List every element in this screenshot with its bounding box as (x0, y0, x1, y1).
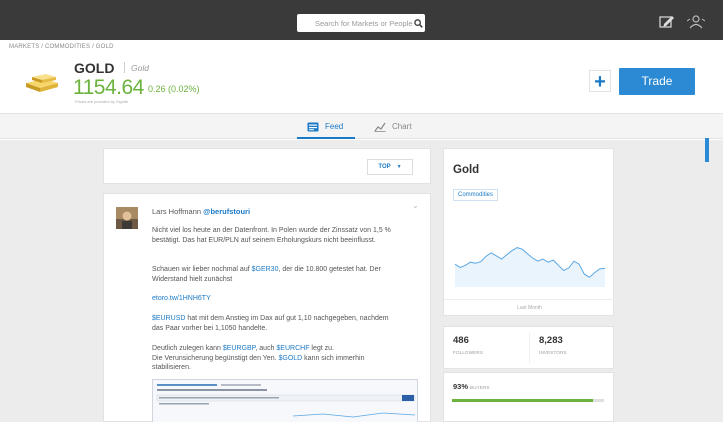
tab-chart-label: Chart (392, 122, 412, 131)
post-paragraph: Schauen wir lieber nochmal auf $GER30, d… (152, 266, 381, 283)
chart-period-label: Last Month (444, 299, 615, 311)
ticker-link[interactable]: $EURGBP (222, 345, 256, 352)
price-change: 0.26 (0.02%) (148, 84, 200, 94)
ticker-link[interactable]: $GOLD (278, 354, 303, 362)
search-placeholder: Search for Markets or People (315, 18, 413, 28)
sparkline-area (455, 247, 605, 287)
instrument-title[interactable]: Gold (453, 164, 480, 176)
post-paragraph: Deutlich zulegen kann $EURGBP, auch $EUR… (152, 345, 365, 371)
chevron-down-icon[interactable]: ⌄ (412, 201, 419, 210)
ticker-link[interactable]: $EURUSD (152, 315, 186, 322)
followers-count: 486 (453, 335, 469, 346)
sort-label: TOP (378, 164, 391, 170)
price-provider-note: Prices are provided by Xignite (75, 99, 129, 104)
scrollbar-thumb[interactable] (705, 138, 709, 162)
author-handle[interactable]: @berufstouri (203, 207, 251, 216)
ticker-link[interactable]: $GER30 (251, 266, 279, 273)
feed-icon (307, 122, 319, 131)
search-icon[interactable] (413, 15, 425, 31)
tab-bar: Feed Chart (0, 113, 723, 139)
feed-sort-panel: TOP ▼ (103, 148, 431, 184)
investors-stat[interactable]: 8,283 INVESTORS (539, 335, 567, 355)
chevron-down-icon: ▼ (396, 164, 402, 170)
category-tag[interactable]: Commodities (453, 189, 499, 201)
sentiment-bar-fill (452, 399, 594, 402)
asset-subtitle: Gold (131, 63, 149, 73)
tab-chart[interactable]: Chart (374, 114, 412, 139)
instrument-card: Gold Commodities Last Month (443, 148, 615, 316)
asset-price: 1154.64 (73, 76, 144, 99)
trade-button[interactable]: Trade (619, 68, 695, 95)
asset-title: GOLD (74, 60, 115, 76)
author-name[interactable]: Lars Hoffmann (152, 207, 202, 216)
chart-icon (374, 122, 386, 132)
followers-label: FOLLOWERS (453, 350, 484, 355)
user-menu-icon[interactable] (686, 15, 706, 29)
tab-feed-label: Feed (325, 122, 344, 131)
gold-bars-image (22, 71, 62, 93)
edit-post-icon[interactable] (659, 15, 675, 29)
title-divider (124, 62, 125, 73)
buyers-percent: 93% (453, 382, 469, 391)
avatar[interactable] (116, 207, 138, 229)
investors-count: 8,283 (539, 335, 563, 346)
top-navigation-bar: Search for Markets or People (0, 0, 723, 40)
price-sparkline (454, 247, 606, 287)
feed-sort-dropdown[interactable]: TOP ▼ (367, 159, 413, 175)
ticker-link[interactable]: $EURCHF (276, 345, 310, 352)
investors-label: INVESTORS (539, 350, 567, 355)
post-paragraph: $EURUSD hat mit dem Anstieg im Dax auf g… (152, 315, 389, 332)
buyers-sentiment: 93% BUYERS (453, 382, 490, 391)
search-input[interactable]: Search for Markets or People (297, 14, 425, 32)
stats-divider (529, 333, 530, 363)
active-tab-indicator (297, 137, 355, 139)
post-author[interactable]: Lars Hoffmann @berufstouri (152, 207, 250, 216)
sparkline-line (454, 247, 606, 278)
buyers-label: BUYERS (470, 385, 490, 390)
social-stats-panel: 486 FOLLOWERS 8,283 INVESTORS (443, 326, 614, 369)
followers-stat[interactable]: 486 FOLLOWERS (453, 335, 483, 355)
feed-post: ⌄ Lars Hoffmann @berufstouri Nicht viel … (103, 193, 431, 422)
post-attached-image[interactable] (152, 379, 418, 422)
breadcrumb[interactable]: MARKETS / COMMODITIES / GOLD (9, 44, 114, 50)
tab-feed[interactable]: Feed (307, 114, 343, 139)
post-paragraph: etoro.tw/1HNH6TY (152, 294, 396, 304)
post-paragraph: Nicht viel los heute an der Datenfront. … (152, 227, 391, 244)
sentiment-bar (452, 399, 604, 402)
short-url-link[interactable]: etoro.tw/1HNH6TY (152, 295, 211, 302)
add-to-watchlist-button[interactable]: + (589, 70, 611, 93)
sentiment-panel: 93% BUYERS (443, 372, 614, 422)
